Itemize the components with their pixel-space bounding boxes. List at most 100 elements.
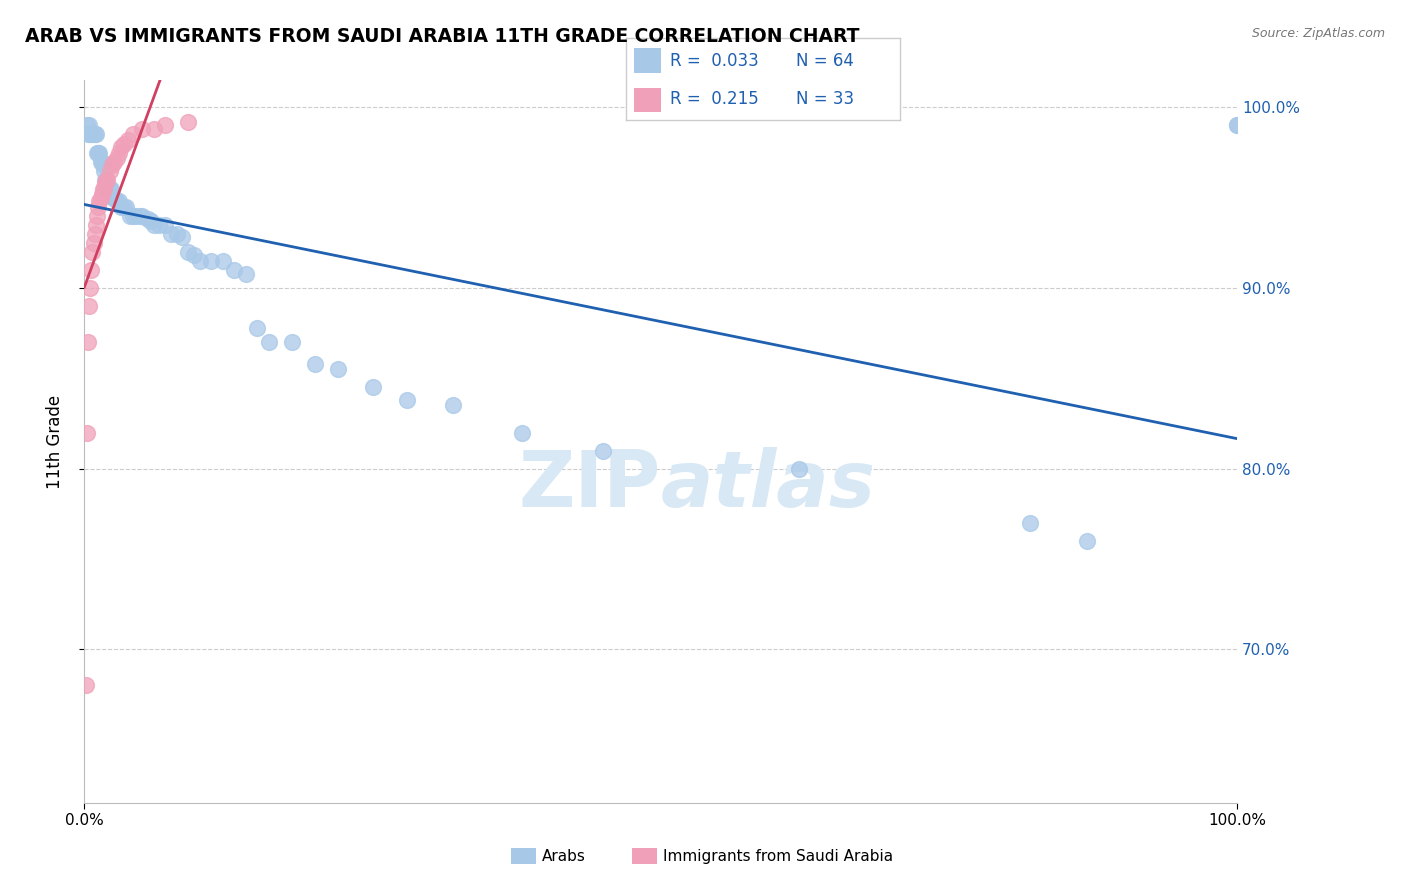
Point [246,320,269,334]
Text: ZIP: ZIP [519,447,661,523]
Point [361,380,384,394]
Point [87,145,110,160]
Point [117,133,139,147]
Point [200,253,222,268]
Point [257,335,280,350]
Point [86,209,108,223]
Point [153,218,176,232]
Text: atlas: atlas [661,447,876,523]
Point [160,227,183,241]
Point [93,163,115,178]
Text: Source: ZipAtlas.com: Source: ZipAtlas.com [1251,27,1385,40]
Point [120,209,142,223]
Point [105,151,128,165]
Point [80,128,103,142]
Text: Arabs: Arabs [543,849,586,863]
Point [166,227,188,241]
Point [148,218,170,232]
Point [512,425,534,440]
Point [97,181,120,195]
Point [91,181,114,195]
Point [396,392,419,407]
Point [76,335,98,350]
Point [211,253,233,268]
Point [77,299,100,313]
Point [183,248,205,262]
Point [281,335,304,350]
Point [136,212,159,227]
Point [224,263,246,277]
Point [592,443,614,458]
Point [83,128,105,142]
Point [83,227,105,241]
Point [142,218,165,232]
Y-axis label: 11th Grade: 11th Grade [45,394,63,489]
Point [103,191,125,205]
Point [1018,516,1040,530]
Point [103,191,124,205]
Point [98,163,121,178]
Point [98,181,121,195]
Point [93,181,115,195]
Point [103,154,125,169]
Point [128,209,150,223]
FancyBboxPatch shape [634,48,661,73]
Point [112,200,135,214]
Point [110,140,132,154]
Point [121,128,143,142]
Point [84,218,107,232]
Text: R =  0.215: R = 0.215 [669,90,758,108]
Point [235,267,257,281]
Point [108,145,131,160]
Text: R =  0.033: R = 0.033 [669,52,758,70]
Point [131,209,153,223]
Point [141,214,163,228]
Point [89,191,111,205]
Point [77,119,100,133]
Point [94,176,117,190]
Text: Immigrants from Saudi Arabia: Immigrants from Saudi Arabia [664,849,893,863]
Point [96,181,118,195]
Point [142,122,165,136]
Text: N = 33: N = 33 [796,90,853,108]
Point [94,172,117,186]
Point [89,145,111,160]
Point [79,128,101,142]
Point [110,200,132,214]
Point [1076,533,1098,548]
Point [100,181,122,195]
Point [89,154,111,169]
Point [82,244,104,259]
Point [177,115,200,129]
Point [86,145,108,160]
Point [83,128,105,142]
Point [101,158,124,172]
Point [441,398,464,412]
Point [90,187,112,202]
Text: N = 64: N = 64 [796,52,853,70]
FancyBboxPatch shape [633,848,658,864]
Point [172,230,194,244]
FancyBboxPatch shape [634,87,661,112]
Point [76,128,98,142]
Point [1226,119,1249,133]
Point [131,122,153,136]
Point [326,362,349,376]
Point [90,154,112,169]
Point [121,209,143,223]
Point [76,119,98,133]
Point [83,235,105,250]
Point [75,678,97,692]
Point [125,209,148,223]
Point [76,425,98,440]
Point [304,357,326,371]
Text: ARAB VS IMMIGRANTS FROM SAUDI ARABIA 11TH GRADE CORRELATION CHART: ARAB VS IMMIGRANTS FROM SAUDI ARABIA 11T… [25,27,860,45]
Point [96,172,118,186]
Point [96,172,118,186]
Point [79,281,101,295]
Point [108,194,131,209]
Point [80,263,103,277]
Point [177,244,200,259]
Point [96,176,118,190]
Point [787,461,810,475]
